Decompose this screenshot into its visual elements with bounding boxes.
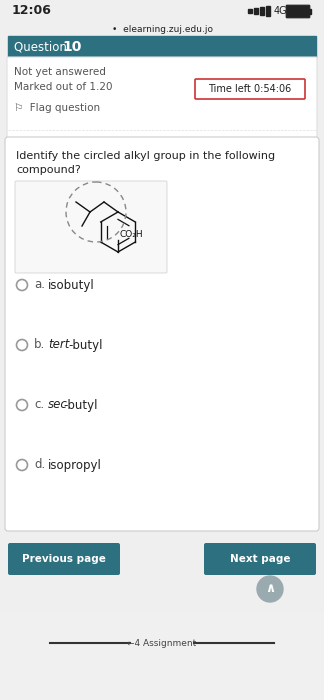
FancyBboxPatch shape: [286, 5, 310, 18]
Text: ∧: ∧: [265, 582, 275, 596]
Text: b.: b.: [34, 339, 45, 351]
Bar: [260, 7, 264, 15]
Text: Next page: Next page: [230, 554, 290, 564]
Text: -butyl: -butyl: [63, 398, 98, 412]
Bar: [309, 9, 311, 14]
FancyBboxPatch shape: [5, 137, 319, 531]
Bar: [8, 36, 316, 58]
Text: CO₂H: CO₂H: [120, 230, 144, 239]
Bar: [266, 6, 270, 16]
Text: Previous page: Previous page: [22, 554, 106, 564]
Text: -butyl: -butyl: [68, 339, 102, 351]
Text: sec: sec: [48, 398, 68, 412]
FancyBboxPatch shape: [15, 181, 167, 273]
Circle shape: [257, 576, 283, 602]
Text: 12:06: 12:06: [12, 4, 52, 18]
Bar: [248, 9, 252, 13]
Text: tert: tert: [48, 339, 69, 351]
Text: ←4 Assignment: ←4 Assignment: [127, 638, 197, 648]
Text: c.: c.: [34, 398, 44, 412]
Text: d.: d.: [34, 458, 45, 472]
Text: Identify the circled alkyl group in the following: Identify the circled alkyl group in the …: [16, 151, 275, 161]
FancyBboxPatch shape: [204, 543, 316, 575]
Text: Time left 0:54:06: Time left 0:54:06: [208, 84, 292, 94]
FancyBboxPatch shape: [8, 543, 120, 575]
Text: Not yet answered: Not yet answered: [14, 67, 106, 77]
Text: •  elearning.zuj.edu.jo: • elearning.zuj.edu.jo: [111, 25, 213, 34]
Text: a.: a.: [34, 279, 45, 291]
Bar: [254, 8, 258, 14]
Text: ⚐  Flag question: ⚐ Flag question: [14, 103, 100, 113]
Bar: [0, 0, 324, 22]
Text: 10: 10: [62, 40, 81, 54]
Text: Question: Question: [14, 41, 71, 53]
FancyBboxPatch shape: [7, 57, 317, 141]
Text: 4G: 4G: [274, 6, 288, 16]
Text: Marked out of 1.20: Marked out of 1.20: [14, 82, 112, 92]
Text: isopropyl: isopropyl: [48, 458, 102, 472]
Text: isobutyl: isobutyl: [48, 279, 95, 291]
Bar: [0, 22, 324, 36]
Text: compound?: compound?: [16, 165, 81, 175]
FancyBboxPatch shape: [195, 79, 305, 99]
Bar: [0, 613, 324, 700]
